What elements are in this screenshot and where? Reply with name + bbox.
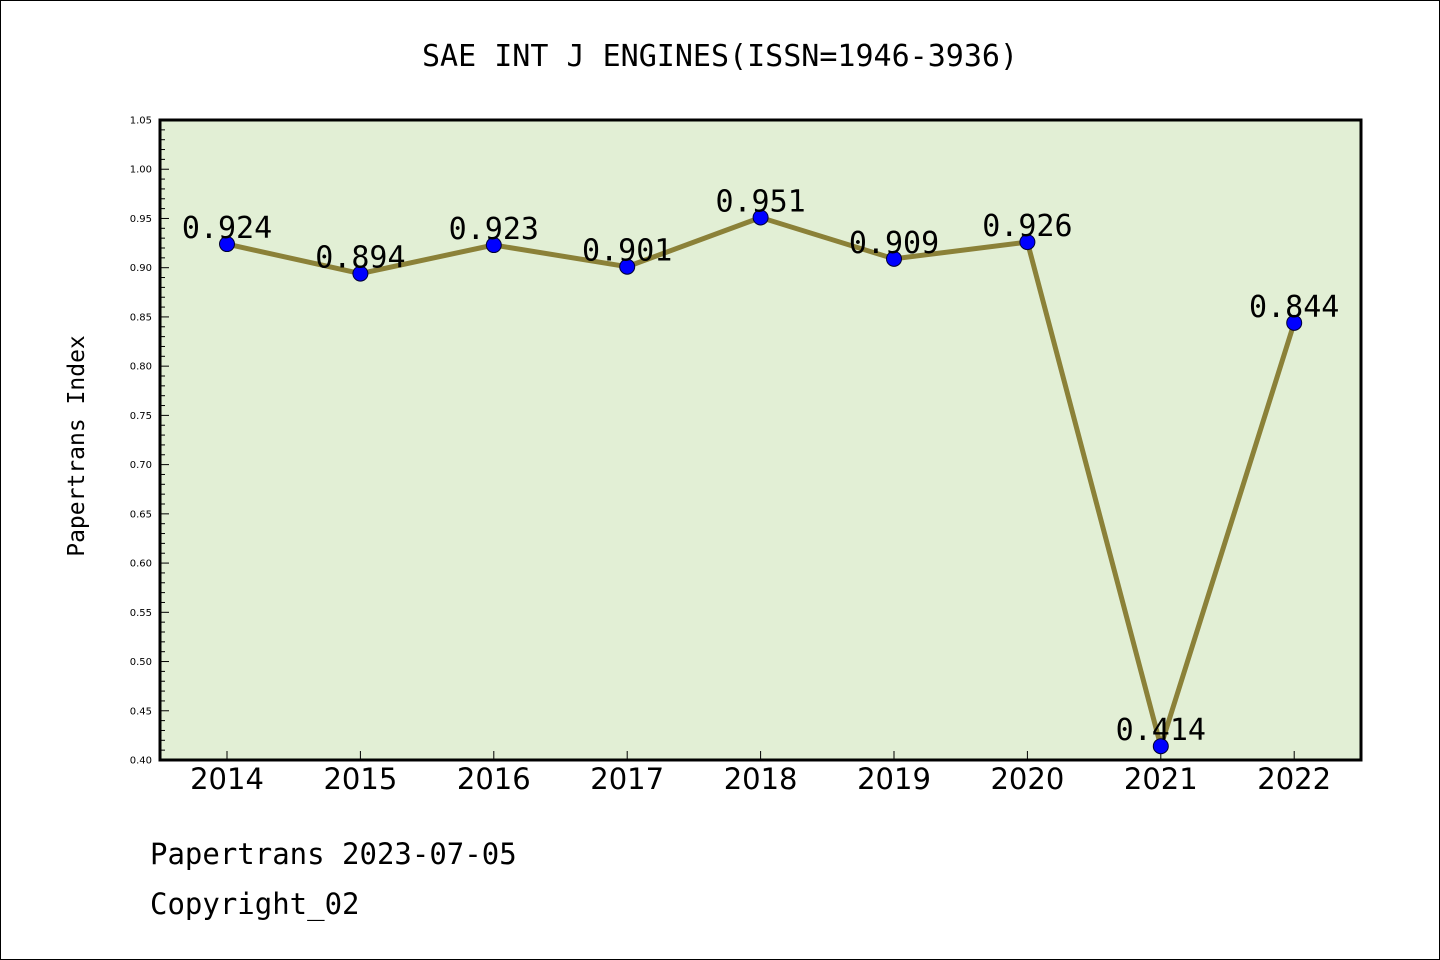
data-point xyxy=(219,236,235,253)
y-tick-label: 0.50 xyxy=(130,657,152,668)
data-label: 0.894 xyxy=(315,241,405,276)
data-point xyxy=(752,209,769,226)
x-tick-label: 2019 xyxy=(857,762,931,796)
data-label: 0.909 xyxy=(849,226,939,261)
data-point xyxy=(1152,738,1169,755)
x-axis: 2014 2015 2016 2017 2018 2019 2020 2021 2022 xyxy=(190,751,1331,796)
data-markers xyxy=(219,209,1303,755)
data-label: 0.924 xyxy=(182,211,272,246)
y-tick-label: 0.55 xyxy=(130,608,152,619)
x-tick-label: 2020 xyxy=(990,762,1064,796)
footer-copyright: Copyright_02 xyxy=(150,887,360,922)
data-labels: 0.924 0.894 0.923 0.901 0.951 0.909 0.926 0.414… xyxy=(182,184,1340,748)
x-tick-label: 2015 xyxy=(323,762,397,796)
data-label: 0.844 xyxy=(1249,290,1339,325)
y-tick-label: 0.75 xyxy=(130,411,152,422)
y-tick-label: 0.85 xyxy=(130,312,152,323)
y-tick-label: 0.90 xyxy=(130,263,152,274)
x-tick-label: 2021 xyxy=(1124,762,1198,796)
data-point xyxy=(619,258,636,275)
data-label: 0.923 xyxy=(449,212,539,247)
x-tick-label: 2017 xyxy=(590,762,664,796)
chart-title: SAE INT J ENGINES(ISSN=1946-3936) xyxy=(422,39,1018,74)
x-tick-label: 2022 xyxy=(1257,762,1331,796)
y-tick-label: 0.65 xyxy=(130,509,152,520)
x-tick-label: 2018 xyxy=(724,762,798,796)
y-axis-label: Papertrans Index xyxy=(64,335,90,557)
data-point xyxy=(886,250,902,267)
y-tick-label: 0.40 xyxy=(130,756,152,767)
data-label: 0.926 xyxy=(982,209,1072,244)
x-tick-label: 2016 xyxy=(457,762,531,796)
data-point xyxy=(352,265,369,282)
data-label: 0.951 xyxy=(715,184,805,219)
y-tick-label: 1.00 xyxy=(130,165,152,176)
y-tick-label: 0.60 xyxy=(130,559,152,570)
y-tick-label: 0.45 xyxy=(130,706,152,717)
data-label: 0.414 xyxy=(1116,713,1206,748)
plot-area xyxy=(160,120,1361,760)
x-tick-label: 2014 xyxy=(190,762,264,796)
y-tick-label: 1.05 xyxy=(130,116,152,127)
y-tick-label: 0.80 xyxy=(130,362,152,373)
data-label: 0.901 xyxy=(582,234,672,269)
data-point xyxy=(1019,234,1036,251)
footer-date: Papertrans 2023-07-05 xyxy=(150,837,517,871)
data-point xyxy=(485,237,502,254)
plot-border xyxy=(158,118,1363,762)
y-tick-label: 0.70 xyxy=(130,460,152,471)
data-point xyxy=(1286,314,1303,331)
y-tick-label: 0.95 xyxy=(130,214,152,225)
